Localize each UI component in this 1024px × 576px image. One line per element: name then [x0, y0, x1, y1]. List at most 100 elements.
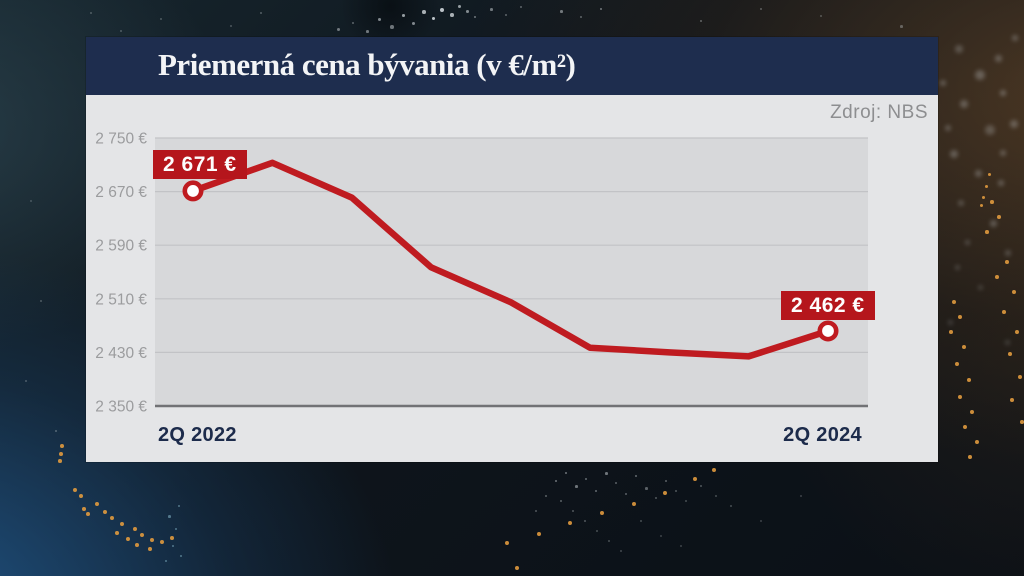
backdrop-particle [968, 455, 972, 459]
backdrop-particle [970, 410, 974, 414]
backdrop-particle [1005, 340, 1010, 345]
backdrop-particle [40, 300, 43, 303]
backdrop-particle [584, 520, 586, 522]
backdrop-particle [440, 8, 444, 12]
backdrop-particle [660, 535, 662, 537]
backdrop-particle [608, 540, 610, 542]
backdrop-particle [980, 204, 984, 208]
backdrop-particle [1015, 330, 1019, 334]
backdrop-particle [663, 491, 668, 496]
backdrop-particle [800, 495, 803, 498]
backdrop-particle [1020, 420, 1024, 424]
backdrop-particle [520, 6, 523, 9]
backdrop-particle [632, 502, 637, 507]
backdrop-particle [160, 540, 164, 544]
backdrop-particle [998, 180, 1004, 186]
backdrop-particle [565, 472, 568, 475]
backdrop-particle [133, 527, 137, 531]
backdrop-particle [560, 10, 563, 13]
backdrop-particle [635, 475, 638, 478]
backdrop-particle [693, 477, 698, 482]
backdrop-particle [962, 345, 966, 349]
backdrop-particle [988, 173, 992, 177]
backdrop-particle [458, 5, 462, 9]
backdrop-particle [625, 493, 628, 496]
backdrop-particle [515, 566, 520, 571]
backdrop-particle [560, 500, 562, 502]
backdrop-particle [25, 380, 27, 382]
backdrop-particle [466, 10, 469, 13]
backdrop-particle [58, 459, 62, 463]
backdrop-particle [505, 14, 508, 17]
backdrop-particle [700, 485, 703, 488]
backdrop-particle [982, 196, 986, 200]
backdrop-particle [1010, 398, 1014, 402]
backdrop-particle [730, 505, 733, 508]
backdrop-particle [73, 488, 77, 492]
backdrop-particle [402, 14, 405, 17]
data-label-end: 2 462 € [781, 291, 875, 320]
backdrop-particle [59, 452, 63, 456]
backdrop-particle [103, 510, 107, 514]
point-marker [182, 180, 204, 202]
backdrop-particle [545, 495, 547, 497]
backdrop-particle [948, 320, 953, 325]
backdrop-particle [555, 480, 558, 483]
backdrop-particle [1008, 352, 1012, 356]
chart-area: 2 750 € 2 670 € 2 590 € 2 510 € 2 430 € 2 350… [86, 95, 938, 462]
backdrop-particle [115, 531, 119, 535]
backdrop-particle [126, 537, 130, 541]
plot-background [155, 138, 868, 406]
backdrop-particle [180, 555, 183, 558]
backdrop-particle [90, 12, 92, 14]
backdrop-particle [715, 495, 717, 497]
backdrop-particle [1018, 375, 1022, 379]
backdrop-particle [940, 80, 946, 86]
backdrop-particle [378, 18, 381, 21]
price-line-chart: 2 750 € 2 670 € 2 590 € 2 510 € 2 430 € 2 350… [95, 131, 868, 416]
backdrop-particle [990, 220, 997, 227]
x-axis-label-end: 2Q 2024 [783, 424, 862, 446]
backdrop-particle [450, 13, 454, 17]
data-label-start: 2 671 € [153, 150, 247, 179]
backdrop-particle [505, 541, 510, 546]
backdrop-particle [655, 497, 658, 500]
backdrop-particle [680, 545, 682, 547]
backdrop-particle [995, 55, 1002, 62]
point-marker [817, 320, 839, 342]
backdrop-particle [86, 512, 90, 516]
backdrop-particle [945, 125, 951, 131]
backdrop-particle [595, 490, 598, 493]
backdrop-particle [675, 490, 677, 492]
backdrop-particle [79, 494, 83, 498]
source-label: Zdroj: NBS [830, 102, 928, 123]
backdrop-particle [572, 510, 575, 513]
backdrop-particle [975, 70, 985, 80]
backdrop-particle [960, 100, 968, 108]
backdrop-particle [170, 536, 174, 540]
backdrop-particle [172, 545, 175, 548]
backdrop-particle [175, 528, 178, 531]
backdrop-particle [978, 285, 983, 290]
backdrop-particle [535, 510, 537, 512]
backdrop-particle [140, 533, 144, 537]
backdrop-particle [685, 500, 688, 503]
backdrop-particle [985, 185, 989, 189]
backdrop-particle [120, 522, 124, 526]
backdrop-particle [963, 425, 967, 429]
y-tick-label: 2 430 € [95, 345, 147, 362]
backdrop-particle [965, 240, 970, 245]
backdrop-particle [900, 25, 903, 28]
backdrop-particle [575, 485, 578, 488]
backdrop-particle [1002, 310, 1006, 314]
backdrop-particle [1010, 120, 1018, 128]
backdrop-particle [700, 20, 703, 23]
backdrop-particle [337, 28, 340, 31]
backdrop-particle [1000, 150, 1006, 156]
backdrop-particle [955, 45, 963, 53]
backdrop-particle [82, 507, 86, 511]
backdrop-particle [985, 125, 995, 135]
backdrop-particle [995, 275, 999, 279]
backdrop-particle [600, 511, 605, 516]
chart-title: Priemerná cena bývania (v €/m²) [158, 46, 576, 82]
